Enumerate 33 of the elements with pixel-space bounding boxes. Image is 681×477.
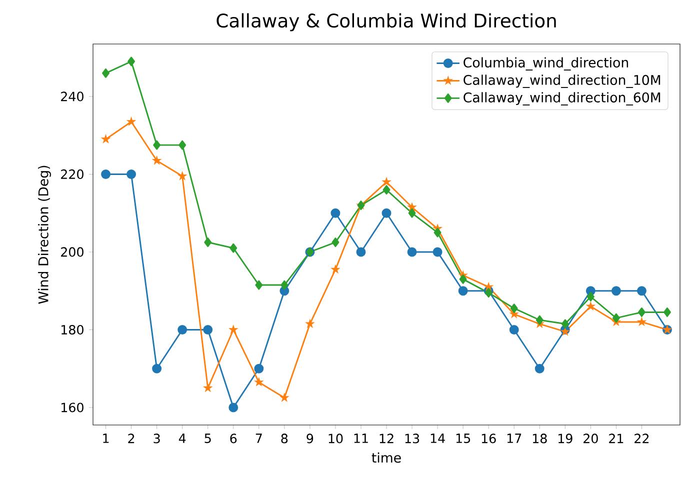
legend-label: Callaway_wind_direction_10M [464, 74, 660, 88]
x-tick-label: 14 [430, 434, 445, 443]
y-tick-label: 200 [61, 247, 84, 257]
chart-title: Callaway & Columbia Wind Direction [216, 13, 556, 32]
x-tick-label: 19 [558, 434, 572, 444]
x-axis-title: time [372, 452, 401, 463]
x-tick-label: 1 [103, 434, 109, 443]
x-tick-label: 5 [204, 434, 211, 444]
y-tick-label: 220 [61, 169, 84, 180]
x-tick-label: 9 [306, 434, 314, 444]
legend-label: Columbia_wind_direction [464, 57, 628, 70]
x-tick-label: 11 [354, 434, 368, 443]
x-tick-label: 7 [256, 434, 262, 443]
x-tick-label: 20 [584, 434, 598, 444]
x-tick-label: 8 [281, 434, 288, 444]
x-tick-label: 10 [328, 434, 343, 444]
x-tick-label: 2 [128, 434, 134, 444]
y-axis-title: Wind Direction (Deg) [38, 166, 51, 304]
x-tick-label: 18 [532, 434, 547, 444]
x-tick-label: 17 [507, 434, 522, 443]
x-tick-label: 3 [154, 434, 160, 444]
legend-label: Callaway_wind_direction_60M [464, 92, 660, 106]
y-tick-label: 240 [61, 92, 84, 102]
x-tick-label: 6 [230, 434, 237, 444]
x-tick-label: 12 [380, 434, 394, 444]
x-tick-label: 22 [634, 434, 649, 444]
y-tick-label: 160 [62, 402, 84, 412]
x-tick-label: 15 [456, 434, 470, 444]
x-tick-label: 21 [609, 434, 624, 444]
x-tick-label: 4 [178, 434, 186, 443]
y-tick-label: 180 [62, 324, 84, 335]
x-tick-label: 13 [405, 434, 420, 444]
x-tick-label: 16 [482, 434, 496, 444]
